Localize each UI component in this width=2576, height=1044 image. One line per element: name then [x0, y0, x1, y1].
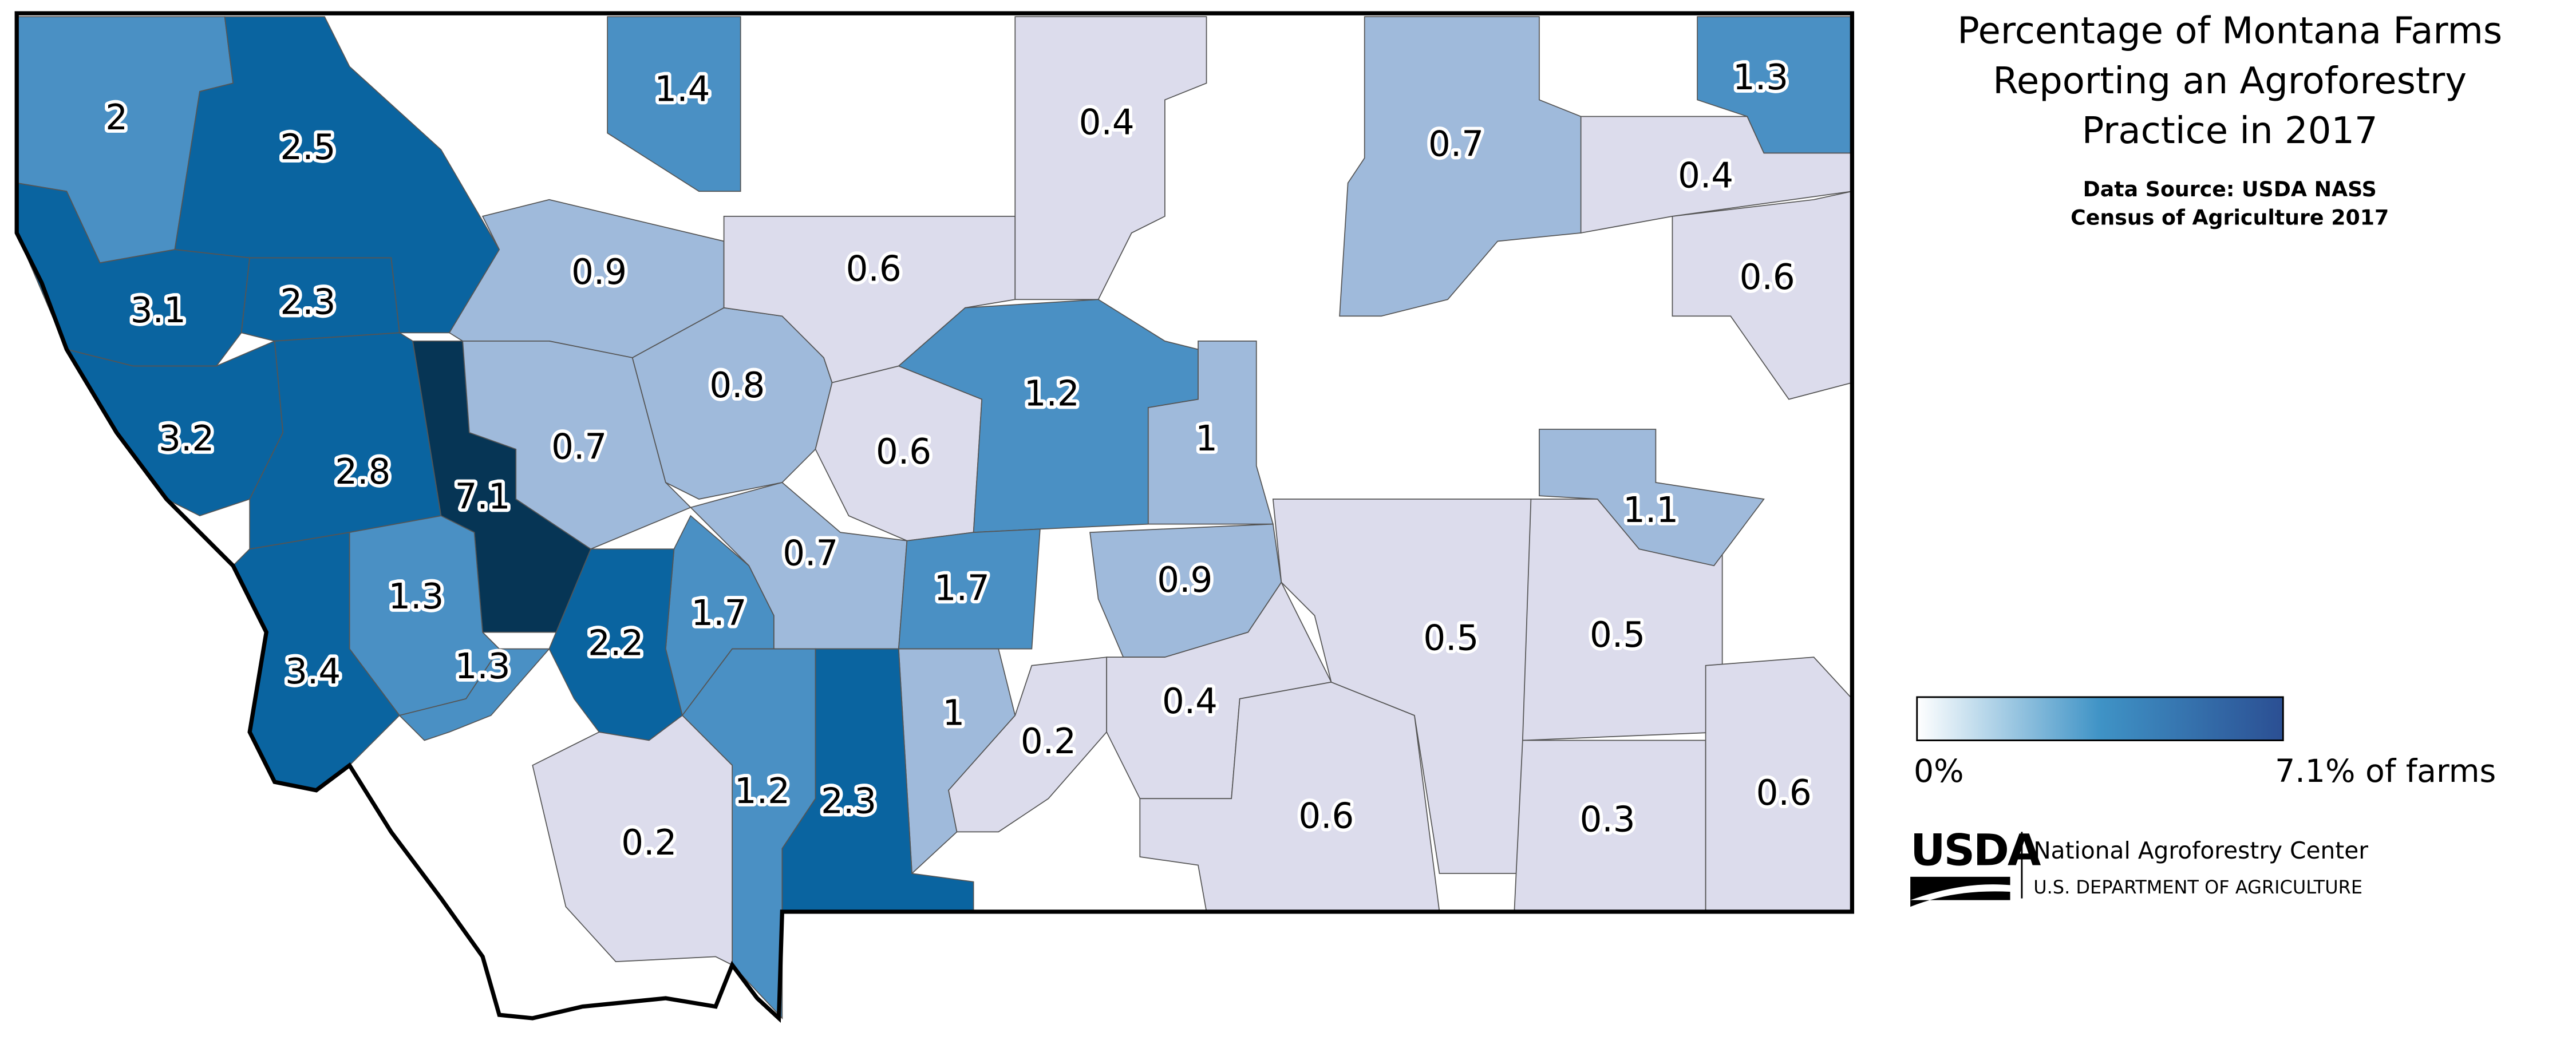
county-label: 0.6 — [1756, 773, 1812, 813]
county-label: 1.4 — [654, 69, 710, 109]
county-label: 3.2 — [159, 418, 214, 459]
county — [462, 341, 692, 550]
usda-logo: USDA National Agroforestry Center U.S. D… — [1910, 825, 2368, 907]
county-label: 2.3 — [280, 282, 335, 323]
county-label: 0.7 — [551, 426, 607, 467]
title-line: Percentage of Montana Farms — [1957, 10, 2502, 53]
title: Percentage of Montana Farms Reporting an… — [1957, 10, 2502, 152]
county-label: 0.7 — [1428, 124, 1484, 164]
county — [398, 648, 551, 741]
county-label: 1.7 — [691, 593, 746, 634]
county — [1139, 681, 1440, 912]
county-label: 1.3 — [388, 576, 444, 617]
county-label: 3.4 — [285, 651, 341, 692]
county-label: 1.2 — [1024, 373, 1080, 414]
county-label: 1 — [1195, 418, 1218, 459]
source: Data Source: USDA NASS Census of Agricul… — [2071, 177, 2389, 230]
county-label: 1 — [942, 693, 965, 734]
county-label: 0.5 — [1590, 615, 1645, 655]
logo-swoosh — [1910, 891, 2010, 907]
county-label: 1.7 — [934, 568, 990, 608]
county-label: 2.2 — [588, 623, 643, 663]
county — [1672, 191, 1853, 400]
county-label: 0.2 — [621, 822, 677, 863]
county — [249, 332, 442, 550]
source-line: Data Source: USDA NASS — [2083, 177, 2377, 201]
county-label: 0.4 — [1162, 681, 1218, 722]
county-label: 0.6 — [1740, 257, 1795, 298]
county — [1147, 341, 1274, 525]
county-label: 1.3 — [1733, 57, 1788, 98]
county-label: 0.2 — [1021, 721, 1076, 762]
title-line: Reporting an Agroforestry — [1993, 60, 2467, 102]
county — [898, 528, 1041, 650]
county-label: 0.6 — [846, 248, 902, 289]
county-label: 7.1 — [455, 477, 511, 517]
logo-department: U.S. DEPARTMENT OF AGRICULTURE — [2033, 876, 2362, 898]
county-label: 0.6 — [1298, 796, 1354, 837]
county-label: 0.6 — [876, 432, 931, 472]
county-label: 0.8 — [709, 365, 765, 406]
legend-min: 0% — [1914, 753, 1964, 790]
county — [607, 16, 741, 192]
county — [1339, 16, 1582, 317]
county-label: 0.5 — [1423, 618, 1479, 659]
county — [532, 714, 733, 966]
logo-mark: USDA — [1910, 825, 2041, 876]
county-label: 2.3 — [821, 781, 876, 822]
legend-max: 7.1% of farms — [2275, 753, 2496, 790]
county — [1014, 16, 1207, 300]
source-line: Census of Agriculture 2017 — [2071, 205, 2389, 230]
county-label: 1.2 — [734, 771, 790, 812]
county-label: 0.7 — [783, 533, 838, 574]
state-outline — [14, 11, 1855, 1023]
logo-name: National Agroforestry Center — [2033, 837, 2368, 864]
county-label: 2.8 — [335, 452, 390, 492]
county-label: 0.3 — [1580, 800, 1635, 840]
title-line: Practice in 2017 — [2082, 110, 2378, 152]
logo-swoosh — [1910, 876, 2010, 900]
county-label: 1.3 — [455, 646, 511, 687]
county-label: 0.4 — [1079, 102, 1135, 143]
county-label: 1.1 — [1623, 490, 1678, 531]
county-label: 0.4 — [1678, 156, 1733, 196]
legend-gradient — [1916, 696, 2284, 741]
county-label: 2.5 — [280, 127, 335, 168]
county-label: 3.1 — [131, 290, 186, 331]
counties — [16, 16, 1853, 1020]
county-labels: 2 2.5 3.1 2.3 3.2 2.8 7.1 1.3 3.4 1.3 0.9 0.7 0.8 0.6… — [102, 54, 1815, 867]
county-label: 0.9 — [571, 252, 627, 292]
county-label: 2 — [105, 97, 128, 138]
county — [1539, 429, 1765, 567]
county-label: 0.9 — [1157, 560, 1212, 600]
